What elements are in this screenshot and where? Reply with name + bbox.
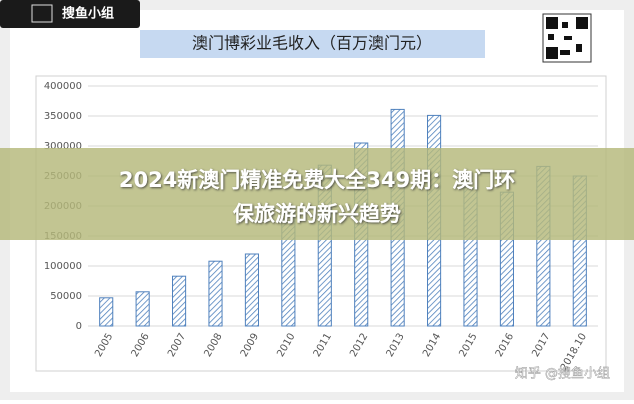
bar (135, 291, 150, 327)
y-tick-label: 100000 (44, 261, 82, 272)
y-tick-label: 0 (76, 321, 82, 332)
bar (208, 260, 223, 327)
watermark: 知乎 @搜鱼小组 (515, 366, 610, 382)
banner-line: 2024新澳门精准免费大全349期：澳门环 (119, 168, 515, 192)
banner (0, 148, 634, 240)
bar (99, 297, 114, 327)
logo-box (0, 0, 140, 28)
logo-text: 搜鱼小组 (62, 6, 114, 22)
logo-icon (31, 4, 53, 23)
title-box (140, 30, 485, 58)
y-tick-label: 50000 (50, 291, 82, 302)
y-tick-label: 300000 (44, 141, 82, 152)
banner-line: 保旅游的新兴趋势 (232, 202, 401, 226)
chart-title: 澳门博彩业毛收入（百万澳门元） (192, 34, 432, 53)
y-tick-label: 400000 (44, 81, 82, 92)
bar (172, 275, 187, 327)
qr-code (542, 13, 592, 63)
y-tick-label: 350000 (44, 111, 82, 122)
bar (244, 253, 259, 327)
